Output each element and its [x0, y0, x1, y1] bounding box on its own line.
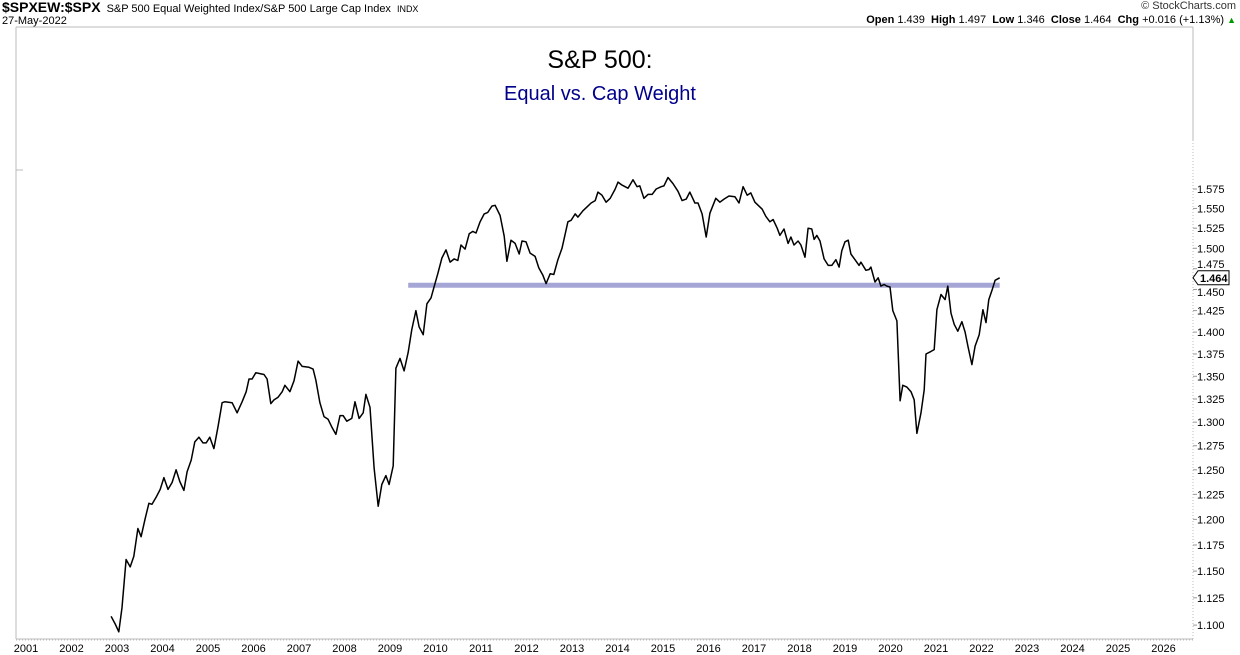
- open-label: Open: [866, 14, 895, 26]
- x-tick-label: 2016: [696, 643, 720, 655]
- x-tick-label: 2005: [196, 643, 220, 655]
- x-tick-label: 2002: [59, 643, 83, 655]
- x-tick-label: 2011: [469, 643, 493, 655]
- x-tick-label: 2024: [1060, 643, 1084, 655]
- y-tick-label: 1.150: [1197, 566, 1225, 578]
- x-tick-label: 2003: [105, 643, 129, 655]
- x-tick-label: 2010: [423, 643, 447, 655]
- x-tick-label: 2014: [605, 643, 629, 655]
- open-value: 1.439: [897, 14, 925, 26]
- ratio-line: [110, 176, 1001, 633]
- triangle-up-icon: ▲: [1227, 15, 1236, 25]
- symbol: $SPXEW:$SPX: [2, 0, 101, 15]
- y-tick-label: 1.125: [1197, 593, 1225, 605]
- x-tick-label: 2009: [378, 643, 402, 655]
- x-tick-label: 2018: [787, 643, 811, 655]
- y-tick-label: 1.425: [1197, 306, 1225, 318]
- x-tick-label: 2023: [1015, 643, 1039, 655]
- x-tick-label: 2021: [924, 643, 948, 655]
- y-tick-label: 1.275: [1197, 441, 1225, 453]
- y-tick-label: 1.200: [1197, 514, 1225, 526]
- x-tick-label: 2004: [150, 643, 174, 655]
- y-tick-label: 1.325: [1197, 394, 1225, 406]
- x-tick-label: 2012: [514, 643, 538, 655]
- low-value: 1.346: [1017, 14, 1045, 26]
- last-value-tag: [1192, 270, 1230, 286]
- y-tick-label: 1.175: [1197, 540, 1225, 552]
- ohlc-readout: Open 1.439 High 1.497 Low 1.346 Close 1.…: [866, 14, 1236, 27]
- chart-subtitle: Equal vs. Cap Weight: [504, 83, 696, 105]
- last-value-label: 1.464: [1200, 273, 1228, 285]
- y-tick-label: 1.350: [1197, 371, 1225, 383]
- x-tick-label: 2020: [878, 643, 902, 655]
- y-tick-label: 1.475: [1197, 259, 1225, 271]
- x-tick-label: 2019: [833, 643, 857, 655]
- x-tick-label: 2013: [560, 643, 584, 655]
- exchange: INDX: [396, 4, 419, 14]
- x-tick-label: 2017: [742, 643, 766, 655]
- chg-value: +0.016 (+1.13%): [1142, 14, 1225, 26]
- y-tick-label: 1.525: [1197, 223, 1225, 235]
- chart-date: 27-May-2022: [2, 15, 67, 27]
- x-tick-label: 2025: [1106, 643, 1130, 655]
- x-tick-label: 2026: [1151, 643, 1175, 655]
- y-tick-label: 1.400: [1197, 327, 1225, 339]
- close-label: Close: [1050, 14, 1081, 26]
- y-tick-label: 1.550: [1197, 203, 1225, 215]
- y-tick-label: 1.100: [1197, 620, 1225, 632]
- y-tick-label: 1.250: [1197, 465, 1225, 477]
- close-value: 1.464: [1083, 14, 1112, 26]
- high-label: High: [931, 14, 956, 26]
- symbol-description: S&P 500 Equal Weighted Index/S&P 500 Lar…: [106, 3, 391, 15]
- x-tick-label: 2015: [651, 643, 675, 655]
- low-label: Low: [992, 14, 1015, 26]
- copyright: © StockCharts.com: [1141, 0, 1236, 12]
- y-tick-label: 1.575: [1197, 184, 1225, 196]
- x-tick-label: 2022: [969, 643, 993, 655]
- y-tick-label: 1.300: [1197, 417, 1225, 429]
- y-tick-label: 1.450: [1197, 287, 1225, 299]
- x-tick-label: 2001: [14, 643, 38, 655]
- y-tick-label: 1.225: [1197, 489, 1225, 501]
- high-value: 1.497: [958, 14, 987, 26]
- x-tick-label: 2006: [241, 643, 265, 655]
- x-tick-label: 2007: [287, 643, 311, 655]
- y-tick-label: 1.375: [1197, 349, 1225, 361]
- symbol-row: $SPXEW:$SPX S&P 500 Equal Weighted Index…: [2, 0, 418, 16]
- chg-label: Chg: [1117, 14, 1139, 26]
- y-tick-label: 1.500: [1197, 243, 1225, 255]
- x-tick-label: 2008: [332, 643, 356, 655]
- chart-title: S&P 500:: [547, 46, 653, 74]
